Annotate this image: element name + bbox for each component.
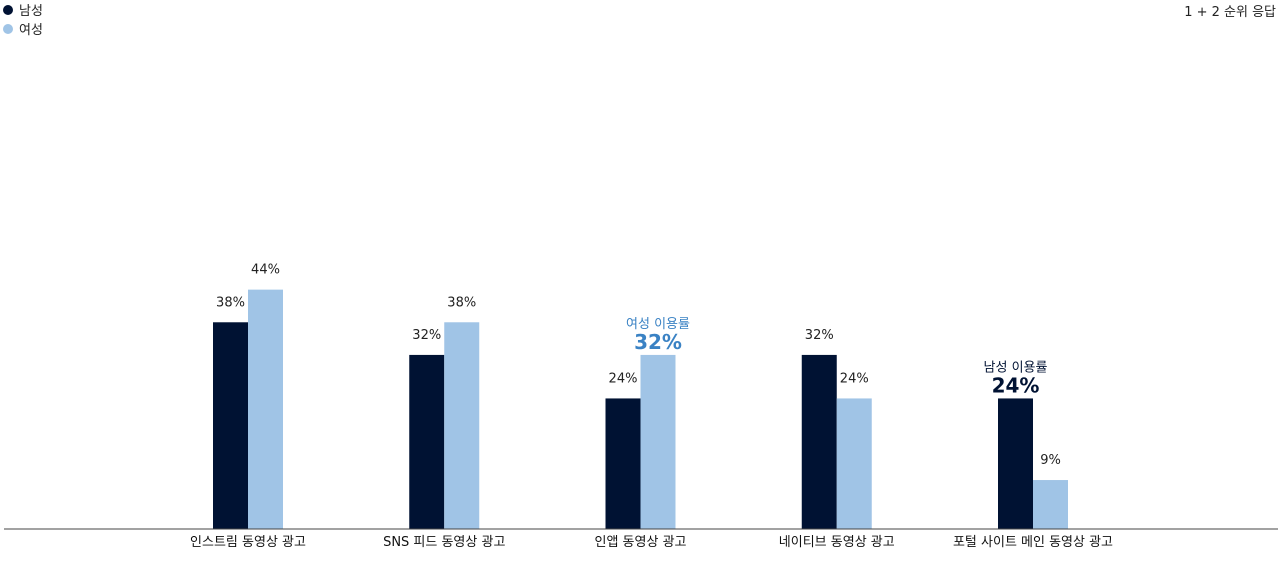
highlight-title: 남성 이용률	[984, 360, 1048, 375]
bar	[836, 398, 872, 529]
data-label: 32%	[805, 328, 834, 343]
category-labels: 인스트림 동영상 광고 SNS 피드 동영상 광고 인앱 동영상 광고 네이티브 동영…	[190, 535, 1113, 550]
bar	[444, 322, 480, 529]
data-label: 44%	[251, 263, 280, 278]
data-label: 9%	[1040, 453, 1061, 468]
bars	[213, 289, 1068, 529]
bar	[248, 289, 283, 529]
legend-swatch	[3, 24, 13, 34]
response-note: 1 + 2 순위 응답	[1184, 5, 1276, 20]
category-label: 인앱 동영상 광고	[595, 535, 687, 550]
legend-swatch	[3, 5, 13, 15]
legend-label: 여성	[19, 23, 43, 38]
category-label: 포털 사이트 메인 동영상 광고	[953, 535, 1113, 550]
bar	[801, 354, 837, 529]
bar	[605, 398, 641, 529]
category-label: 네이티브 동영상 광고	[779, 535, 895, 550]
data-label: 24%	[609, 371, 638, 386]
bar	[1033, 480, 1068, 529]
category-label: SNS 피드 동영상 광고	[383, 535, 505, 550]
highlight-value: 24%	[992, 373, 1040, 397]
highlight-title: 여성 이용률	[626, 317, 690, 332]
bar	[213, 322, 248, 529]
bar	[998, 398, 1033, 529]
bar	[409, 354, 445, 529]
data-label: 38%	[447, 295, 476, 310]
highlight-value: 32%	[634, 330, 682, 354]
category-label: 인스트림 동영상 광고	[190, 535, 306, 550]
legend-label: 남성	[19, 4, 43, 19]
data-label: 38%	[216, 295, 245, 310]
data-label: 24%	[840, 371, 869, 386]
bar	[640, 354, 676, 529]
data-label: 32%	[412, 328, 441, 343]
